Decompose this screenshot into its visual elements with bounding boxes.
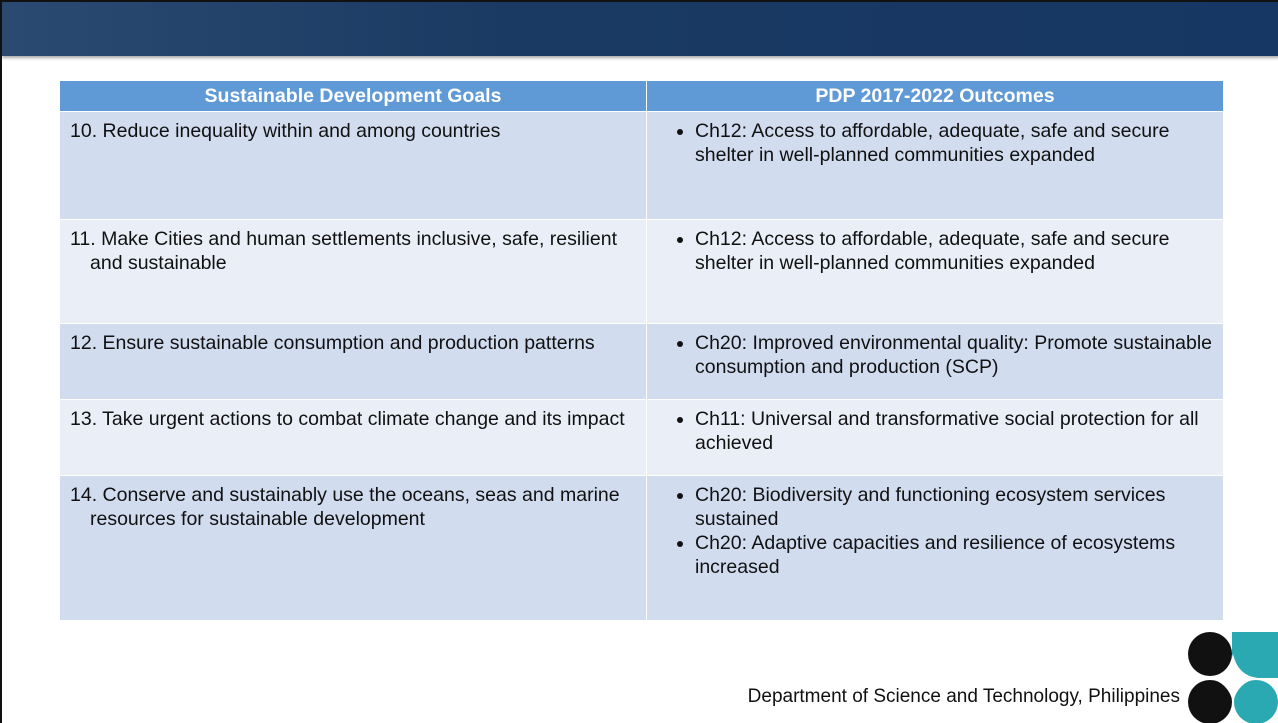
goal-cell: 10. Reduce inequality within and among c… <box>60 111 647 220</box>
outcome-list: Ch12: Access to affordable, adequate, sa… <box>655 227 1215 275</box>
header-row: Sustainable Development Goals PDP 2017-2… <box>60 81 1224 112</box>
goal-text: 12. Ensure sustainable consumption and p… <box>70 332 595 354</box>
outcome-cell: Ch12: Access to affordable, adequate, sa… <box>646 219 1224 324</box>
outcome-cell: Ch20: Biodiversity and functioning ecosy… <box>646 475 1224 620</box>
outcome-item: Ch20: Improved environmental quality: Pr… <box>695 331 1215 379</box>
table-row: 10. Reduce inequality within and among c… <box>60 111 1224 220</box>
outcome-item: Ch12: Access to affordable, adequate, sa… <box>695 119 1215 167</box>
outcome-list: Ch11: Universal and transformative socia… <box>655 407 1215 455</box>
outcome-item: Ch20: Adaptive capacities and resilience… <box>695 531 1215 579</box>
footer-text: Department of Science and Technology, Ph… <box>747 686 1180 707</box>
goal-text: 10. Reduce inequality within and among c… <box>70 120 501 142</box>
goal-cell: 12. Ensure sustainable consumption and p… <box>60 323 647 400</box>
outcome-cell: Ch12: Access to affordable, adequate, sa… <box>646 111 1224 220</box>
goal-cell: 14. Conserve and sustainably use the oce… <box>60 475 647 620</box>
outcome-list: Ch20: Biodiversity and functioning ecosy… <box>655 483 1215 579</box>
outcome-item: Ch20: Biodiversity and functioning ecosy… <box>695 483 1215 531</box>
goal-text: 14. Conserve and sustainably use the oce… <box>70 484 620 530</box>
table-body: 10. Reduce inequality within and among c… <box>60 111 1224 620</box>
outcome-list: Ch20: Improved environmental quality: Pr… <box>655 331 1215 379</box>
logo <box>1188 632 1278 723</box>
title-banner <box>2 2 1278 56</box>
table-row: 11. Make Cities and human settlements in… <box>60 219 1224 324</box>
header-cell: Sustainable Development Goals <box>60 81 647 112</box>
table-row: 13. Take urgent actions to combat climat… <box>60 399 1224 476</box>
goal-cell: 11. Make Cities and human settlements in… <box>60 219 647 324</box>
outcome-item: Ch11: Universal and transformative socia… <box>695 407 1215 455</box>
goal-text: 11. Make Cities and human settlements in… <box>70 228 617 274</box>
goal-cell: 13. Take urgent actions to combat climat… <box>60 399 647 476</box>
outcome-item: Ch12: Access to affordable, adequate, sa… <box>695 227 1215 275</box>
table-row: 12. Ensure sustainable consumption and p… <box>60 323 1224 400</box>
goal-text: 13. Take urgent actions to combat climat… <box>70 408 625 430</box>
header-cell: PDP 2017-2022 Outcomes <box>646 81 1224 112</box>
outcome-list: Ch12: Access to affordable, adequate, sa… <box>655 119 1215 167</box>
table-row: 14. Conserve and sustainably use the oce… <box>60 475 1224 620</box>
comparison-table: Sustainable Development Goals PDP 2017-2… <box>60 81 1224 620</box>
outcome-cell: Ch20: Improved environmental quality: Pr… <box>646 323 1224 400</box>
outcome-cell: Ch11: Universal and transformative socia… <box>646 399 1224 476</box>
